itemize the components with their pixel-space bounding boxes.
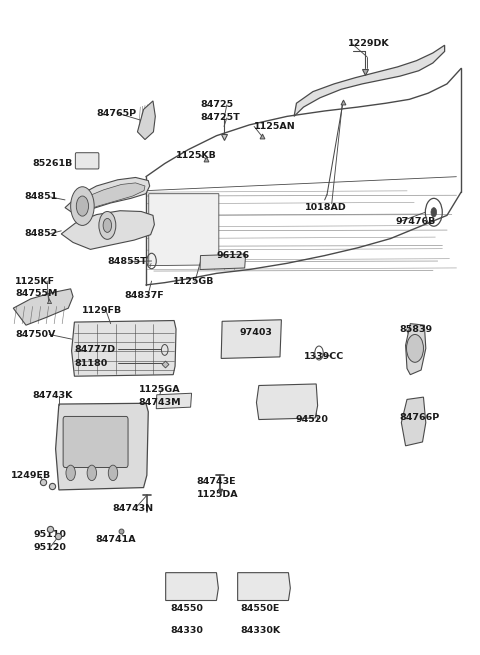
Circle shape <box>103 219 111 233</box>
Text: 1129FB: 1129FB <box>83 306 122 315</box>
Text: 84852: 84852 <box>24 229 58 238</box>
Text: 85839: 85839 <box>399 324 432 333</box>
FancyBboxPatch shape <box>63 417 128 468</box>
Polygon shape <box>137 101 156 140</box>
Text: 95120: 95120 <box>33 544 66 552</box>
Text: 1125KF: 1125KF <box>15 276 55 286</box>
Circle shape <box>99 212 116 239</box>
Polygon shape <box>74 183 145 212</box>
Text: 84750V: 84750V <box>15 330 56 339</box>
Text: 84550: 84550 <box>170 604 203 612</box>
Circle shape <box>66 465 75 481</box>
Polygon shape <box>256 384 318 420</box>
Circle shape <box>76 196 88 216</box>
Polygon shape <box>72 320 176 376</box>
Text: 81180: 81180 <box>74 358 108 367</box>
Text: 1125GB: 1125GB <box>173 277 215 286</box>
Text: 84777D: 84777D <box>74 345 116 354</box>
Text: 84743K: 84743K <box>32 391 72 400</box>
Polygon shape <box>65 178 150 215</box>
Circle shape <box>108 465 118 481</box>
Polygon shape <box>149 194 219 266</box>
Text: 84855T: 84855T <box>108 257 147 267</box>
Text: 84837F: 84837F <box>125 291 165 300</box>
Text: 84330K: 84330K <box>240 626 280 635</box>
Circle shape <box>71 187 94 225</box>
FancyBboxPatch shape <box>75 153 99 169</box>
Text: 97476B: 97476B <box>395 217 435 226</box>
Polygon shape <box>166 572 218 601</box>
Text: 1339CC: 1339CC <box>303 352 344 361</box>
Polygon shape <box>56 403 148 490</box>
Text: 1229DK: 1229DK <box>348 39 390 48</box>
Polygon shape <box>200 254 246 269</box>
Text: 85261B: 85261B <box>32 159 72 168</box>
Text: 1249EB: 1249EB <box>12 472 51 481</box>
Text: 1125AN: 1125AN <box>254 122 296 131</box>
Polygon shape <box>401 397 426 446</box>
Polygon shape <box>61 211 155 250</box>
Text: 84743E: 84743E <box>197 477 236 486</box>
Text: 1018AD: 1018AD <box>305 203 347 212</box>
Text: 97403: 97403 <box>240 328 273 337</box>
Text: 1125KB: 1125KB <box>176 151 216 160</box>
Polygon shape <box>221 320 281 358</box>
Text: 84743M: 84743M <box>139 398 181 407</box>
Text: 84766P: 84766P <box>399 413 439 422</box>
Text: 84330: 84330 <box>170 626 203 635</box>
Text: 95110: 95110 <box>33 531 66 539</box>
Text: 84743N: 84743N <box>112 504 153 513</box>
Circle shape <box>431 208 437 217</box>
Text: 1125DA: 1125DA <box>197 490 239 499</box>
Circle shape <box>87 465 96 481</box>
Text: 84550E: 84550E <box>240 604 279 612</box>
Text: 94520: 94520 <box>296 415 328 424</box>
Text: 84755M: 84755M <box>15 289 58 298</box>
Polygon shape <box>406 324 426 375</box>
Circle shape <box>407 335 423 362</box>
Polygon shape <box>238 572 290 601</box>
Text: 84765P: 84765P <box>96 109 137 118</box>
Polygon shape <box>294 45 444 117</box>
Text: 84741A: 84741A <box>95 535 136 544</box>
Text: 96126: 96126 <box>216 251 250 260</box>
Text: 84725T: 84725T <box>200 113 240 122</box>
Polygon shape <box>156 393 192 409</box>
Text: 84851: 84851 <box>24 193 58 201</box>
Text: 84725: 84725 <box>200 100 233 109</box>
Text: 1125GA: 1125GA <box>139 385 180 394</box>
Polygon shape <box>13 289 73 325</box>
